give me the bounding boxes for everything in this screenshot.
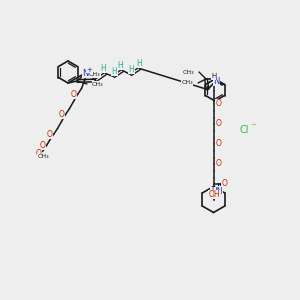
Text: ⁻: ⁻	[250, 122, 256, 132]
Text: H: H	[211, 74, 216, 80]
Text: N: N	[213, 77, 220, 86]
Text: O: O	[70, 90, 76, 99]
Text: H: H	[101, 64, 106, 73]
Text: CH₃: CH₃	[38, 154, 49, 159]
Text: H: H	[137, 59, 142, 68]
Text: H: H	[118, 61, 123, 70]
Text: Cl: Cl	[240, 125, 250, 135]
Text: N: N	[82, 69, 89, 78]
Text: O: O	[216, 99, 221, 108]
Text: CH₃: CH₃	[92, 82, 103, 86]
Text: O: O	[222, 179, 227, 188]
Text: O: O	[58, 110, 64, 119]
Text: H: H	[112, 67, 117, 76]
Text: HN: HN	[211, 187, 222, 196]
Text: O: O	[216, 119, 221, 128]
Text: O: O	[216, 139, 221, 148]
Text: CH₃: CH₃	[182, 80, 193, 86]
Text: +: +	[87, 67, 92, 73]
Text: CH₃: CH₃	[89, 73, 100, 77]
Text: CH₃: CH₃	[182, 70, 194, 74]
Text: O: O	[36, 149, 41, 158]
Text: H: H	[129, 65, 134, 74]
Text: O: O	[40, 141, 46, 150]
Text: O: O	[46, 130, 52, 139]
Text: OH: OH	[209, 190, 220, 199]
Text: O: O	[216, 159, 221, 168]
